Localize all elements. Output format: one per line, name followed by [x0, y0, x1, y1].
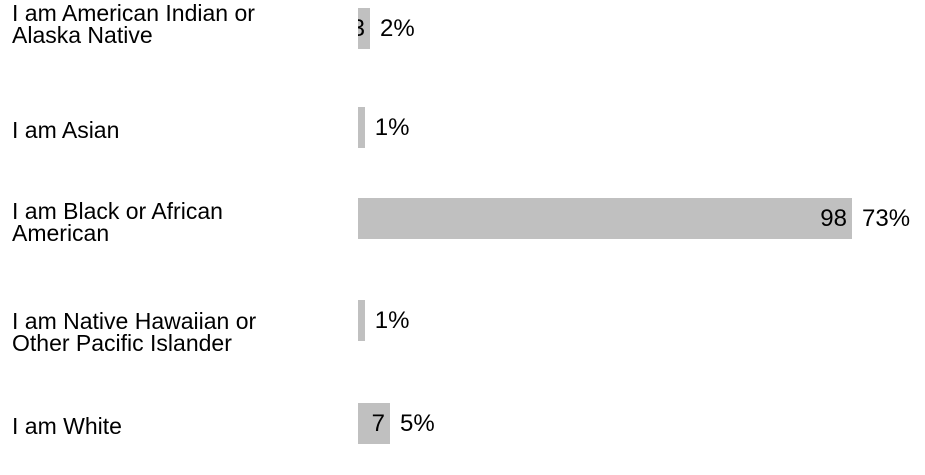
category-label: I am White: [12, 413, 122, 439]
bar-row: I am Asian 1%: [0, 99, 925, 179]
bar-row: I am Native Hawaiian or Other Pacific Is…: [0, 292, 925, 372]
bar-row: I am White 7 5%: [0, 395, 925, 475]
bar-count-label: 7: [371, 410, 385, 437]
percent-label: 2%: [380, 15, 415, 42]
percent-label: 1%: [374, 307, 410, 334]
bar-chart: I am American Indian or Alaska Native 3 2%…: [0, 0, 925, 444]
bar-row: I am American Indian or Alaska Native 3 2%: [0, 0, 925, 80]
bar: [358, 107, 365, 148]
bar: 3: [358, 8, 370, 49]
percent-label: 5%: [400, 410, 435, 437]
bar-count-label: 98: [820, 205, 847, 232]
bar: 7: [358, 403, 390, 444]
category-label: I am Black or African American: [12, 198, 223, 246]
category-label: I am Asian: [12, 117, 120, 143]
bar: 98: [358, 198, 852, 239]
bar-count-label: 3: [358, 15, 365, 42]
percent-label: 73%: [862, 205, 911, 232]
percent-label: 1%: [374, 114, 410, 141]
bar: [358, 300, 365, 341]
category-label: I am American Indian or Alaska Native: [12, 0, 255, 48]
category-label: I am Native Hawaiian or Other Pacific Is…: [12, 308, 257, 356]
bar-row: I am Black or African American 98 73%: [0, 190, 925, 270]
